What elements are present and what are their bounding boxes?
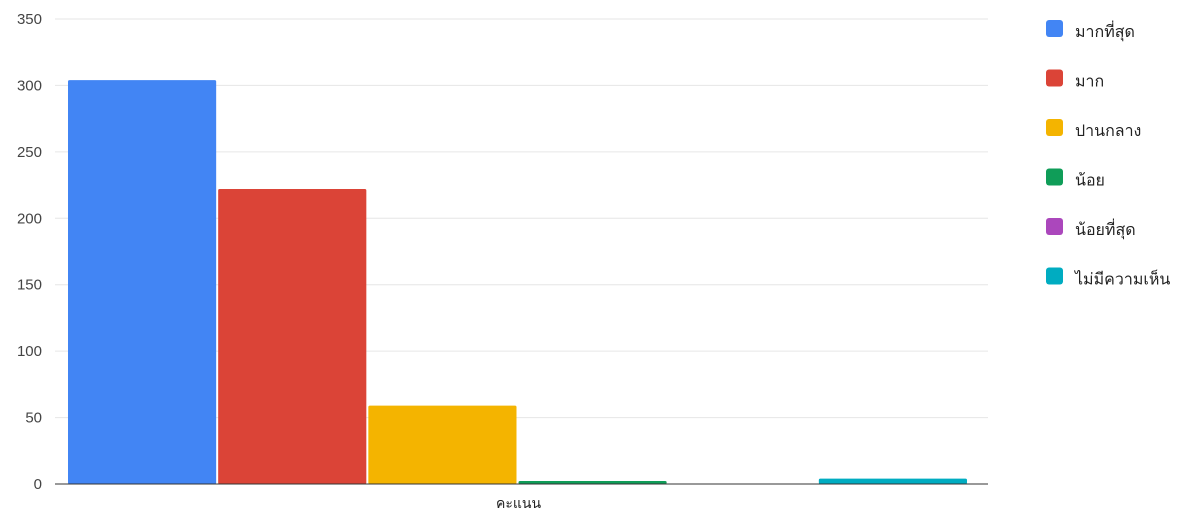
- x-category-label: คะแนน: [496, 496, 541, 512]
- bar-3[interactable]: [368, 405, 517, 484]
- x-axis-ticks: คะแนน: [496, 496, 541, 512]
- y-tick-label: 0: [34, 476, 42, 493]
- legend-item[interactable]: น้อยที่สุด: [1046, 218, 1136, 240]
- legend-label: ไม่มีความเห็น: [1073, 269, 1170, 289]
- legend-item[interactable]: มากที่สุด: [1046, 20, 1135, 42]
- legend-item[interactable]: น้อย: [1046, 168, 1105, 190]
- y-axis-ticks: 0 50 100 150 200 250 300 350: [17, 11, 42, 493]
- y-tick-label: 150: [17, 277, 42, 294]
- legend-label: มากที่สุด: [1075, 20, 1135, 42]
- legend-item[interactable]: มาก: [1046, 69, 1104, 91]
- bars: [68, 80, 967, 485]
- y-tick-label: 200: [17, 210, 42, 227]
- y-tick-label: 50: [25, 410, 42, 427]
- legend-swatch: [1046, 218, 1063, 235]
- legend-swatch: [1046, 69, 1063, 87]
- legend-item[interactable]: ไม่มีความเห็น: [1046, 267, 1170, 289]
- legend-label: มาก: [1075, 72, 1104, 91]
- y-tick-label: 350: [17, 11, 42, 28]
- legend-swatch: [1046, 20, 1063, 37]
- legend: มากที่สุดมากปานกลางน้อยน้อยที่สุดไม่มีคว…: [1046, 20, 1170, 289]
- legend-item[interactable]: ปานกลาง: [1046, 119, 1141, 140]
- y-tick-label: 100: [17, 343, 42, 360]
- legend-swatch: [1046, 119, 1063, 136]
- bar-1[interactable]: [68, 80, 217, 484]
- bar-2[interactable]: [218, 189, 367, 485]
- legend-swatch: [1046, 267, 1063, 285]
- legend-swatch: [1046, 168, 1063, 186]
- y-tick-label: 250: [17, 144, 42, 161]
- legend-label: ปานกลาง: [1075, 121, 1141, 140]
- legend-label: น้อย: [1075, 171, 1105, 190]
- bar-6[interactable]: [818, 478, 967, 484]
- bar-4[interactable]: [518, 481, 667, 484]
- y-tick-label: 300: [17, 77, 42, 94]
- legend-label: น้อยที่สุด: [1075, 218, 1136, 240]
